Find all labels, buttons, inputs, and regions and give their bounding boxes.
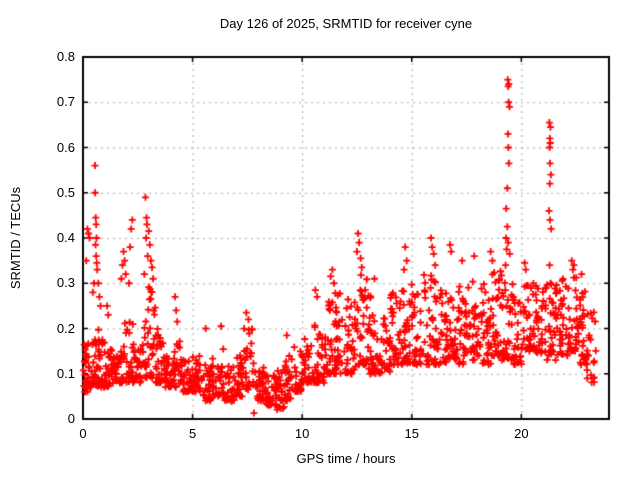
y-tick-label-0.2: 0.2 xyxy=(56,320,75,336)
y-tick-label-0.7: 0.7 xyxy=(56,94,75,110)
y-tick-label-0.8: 0.8 xyxy=(56,49,75,64)
x-tick-label-10: 10 xyxy=(294,426,310,441)
y-tick-label-0: 0 xyxy=(67,411,75,426)
y-tick-label-0.3: 0.3 xyxy=(56,275,75,291)
x-tick-label-5: 5 xyxy=(188,426,197,441)
x-axis-label: GPS time / hours xyxy=(296,451,396,466)
y-tick-label-0.5: 0.5 xyxy=(56,184,75,200)
chart-title: Day 126 of 2025, SRMTID for receiver cyn… xyxy=(219,16,473,31)
y-tick-label-0.4: 0.4 xyxy=(56,230,75,245)
y-tick-label-0.6: 0.6 xyxy=(56,139,75,155)
x-tick-label-15: 15 xyxy=(404,426,419,441)
x-tick-label-20: 20 xyxy=(514,426,529,441)
x-tick-label-0: 0 xyxy=(79,426,87,441)
y-tick-label-0.1: 0.1 xyxy=(56,365,75,381)
